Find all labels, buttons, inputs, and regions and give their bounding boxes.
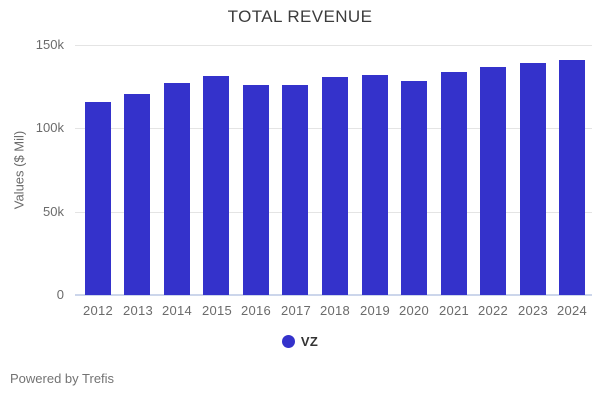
x-tick-label-2013: 2013: [122, 303, 154, 318]
legend-marker-icon: [281, 335, 295, 348]
y-tick-label: 100k: [35, 120, 64, 135]
bar-2017[interactable]: [282, 85, 308, 295]
chart-title: TOTAL REVENUE: [227, 7, 373, 26]
x-tick-label-2014: 2014: [161, 303, 193, 318]
bar-2021[interactable]: [441, 72, 467, 295]
x-tick-label-2024: 2024: [556, 303, 588, 318]
powered-by-trefis-label: Powered by Trefis: [10, 371, 115, 386]
y-tick-label: 50k: [43, 204, 64, 219]
bar-2024[interactable]: [559, 60, 585, 295]
bar-2014[interactable]: [164, 83, 190, 295]
bar-2020[interactable]: [401, 81, 427, 295]
x-tick-label-2015: 2015: [201, 303, 233, 318]
x-tick-label-2022: 2022: [477, 303, 509, 318]
bar-2016[interactable]: [243, 85, 269, 295]
bar-2013[interactable]: [124, 94, 150, 295]
x-tick-label-2017: 2017: [280, 303, 312, 318]
bar-2022[interactable]: [480, 67, 506, 295]
bar-2012[interactable]: [85, 102, 111, 295]
bar-2018[interactable]: [322, 77, 348, 295]
x-tick-label-2012: 2012: [82, 303, 114, 318]
y-tick-label: 150k: [35, 37, 64, 52]
y-tick-label: 0: [56, 287, 64, 302]
bar-2019[interactable]: [362, 75, 388, 295]
x-tick-label-2023: 2023: [517, 303, 549, 318]
legend-label: VZ: [300, 334, 319, 349]
x-tick-label-2020: 2020: [398, 303, 430, 318]
x-tick-label-2016: 2016: [240, 303, 272, 318]
y-axis-title: Values ($ Mil): [11, 130, 27, 210]
x-tick-label-2021: 2021: [438, 303, 470, 318]
bar-2023[interactable]: [520, 63, 546, 295]
bar-2015[interactable]: [203, 76, 229, 295]
x-axis-baseline: [75, 294, 592, 296]
y-gridline: [75, 45, 592, 46]
x-tick-label-2019: 2019: [359, 303, 391, 318]
x-tick-label-2018: 2018: [319, 303, 351, 318]
legend-item-vz[interactable]: VZ: [0, 334, 600, 349]
